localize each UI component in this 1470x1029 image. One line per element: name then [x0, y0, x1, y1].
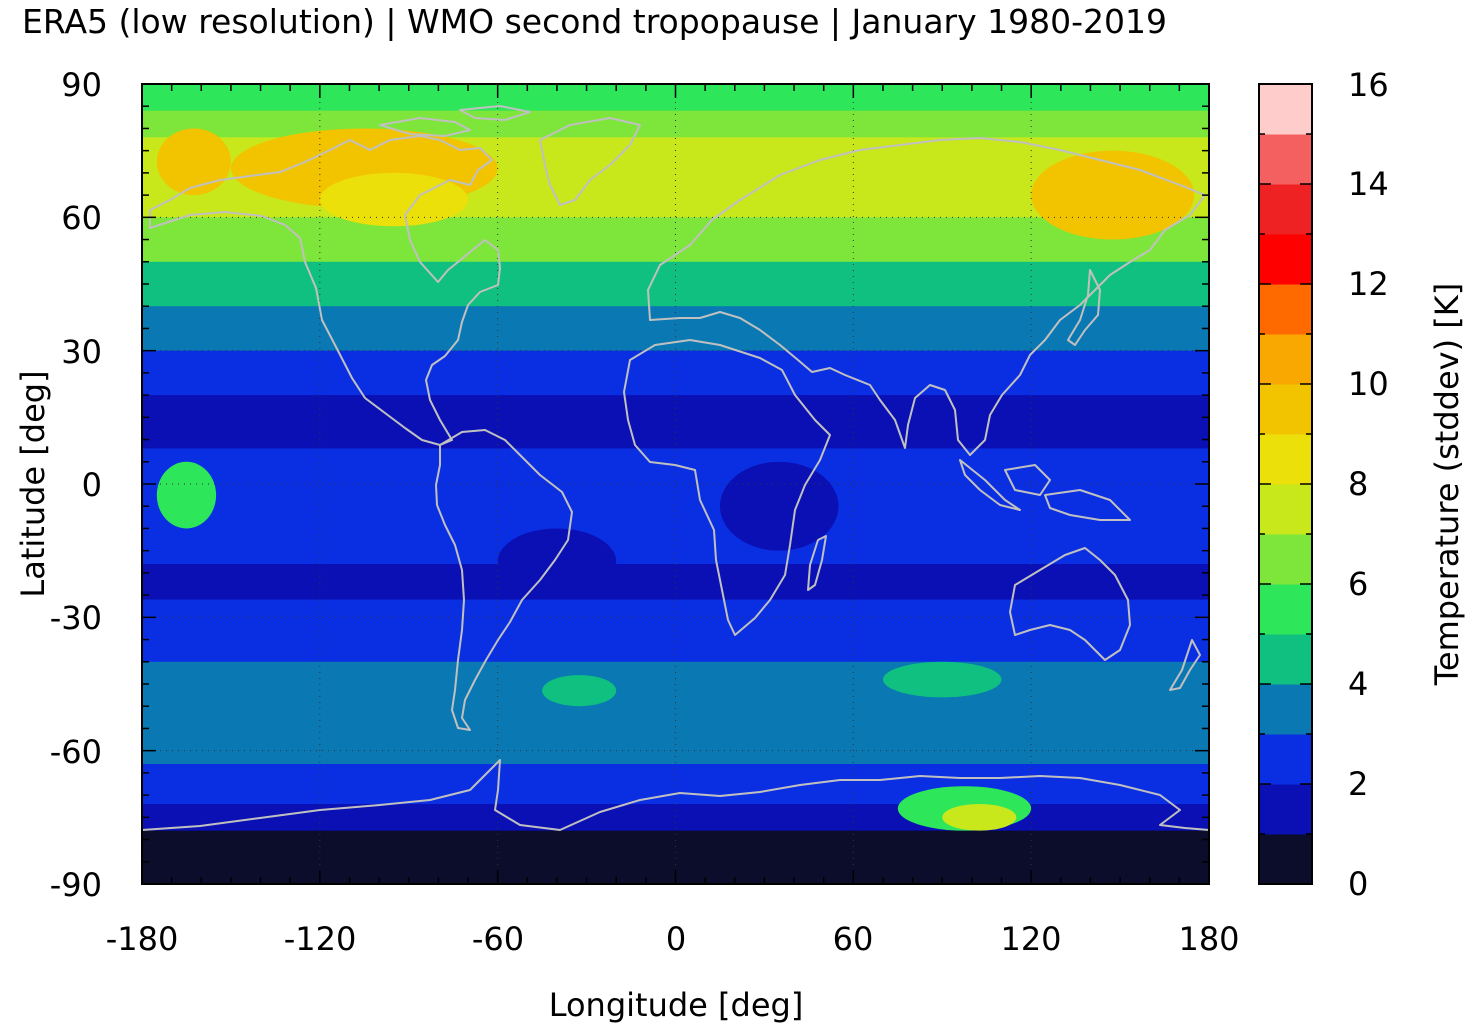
zonal-band — [142, 395, 1209, 449]
y-tick-label: 30 — [61, 333, 102, 371]
x-tick-label: 0 — [666, 920, 686, 958]
colorbar-label: Temperature (stddev) [K] — [1428, 283, 1466, 686]
x-axis-label: Longitude [deg] — [549, 986, 804, 1024]
y-tick-label: 60 — [61, 199, 102, 237]
colorbar-tick-label: 4 — [1348, 665, 1368, 703]
zonal-band — [142, 804, 1209, 832]
regional-feature — [156, 128, 231, 196]
colorbar-tick-label: 16 — [1348, 66, 1389, 104]
colorbar-swatch — [1259, 834, 1312, 885]
coastline-maritime-continent — [959, 459, 1131, 521]
colorbar-swatch — [1259, 584, 1312, 635]
x-tick-label: -60 — [472, 920, 524, 958]
grid-lines — [142, 84, 1209, 884]
colorbar-swatch — [1259, 784, 1312, 835]
x-tick-label: -180 — [106, 920, 179, 958]
colorbar-tick-label: 0 — [1348, 865, 1368, 903]
coastline-eurasia — [647, 137, 1206, 456]
coastline-antarctica — [142, 759, 1209, 831]
colorbar-tick-label: 2 — [1348, 765, 1368, 803]
regional-feature — [542, 675, 617, 707]
zonal-band — [142, 350, 1209, 396]
colorbar-swatch — [1259, 284, 1312, 335]
coastline-australia — [1009, 547, 1131, 661]
colorbar-tick-label: 10 — [1348, 365, 1389, 403]
coastline-japan — [1067, 269, 1101, 346]
regional-feature — [942, 804, 1017, 831]
colorbar-swatch — [1259, 334, 1312, 385]
colorbar-swatch — [1259, 434, 1312, 485]
coastline-new-zealand — [1169, 639, 1201, 691]
coastline-africa — [623, 339, 831, 636]
coastlines — [142, 105, 1209, 831]
colorbar-swatch — [1259, 234, 1312, 285]
zonal-band — [142, 764, 1209, 805]
colorbar-frame — [1258, 83, 1313, 885]
x-tick-label: 60 — [833, 920, 874, 958]
coastline-arctic-islands — [379, 105, 531, 137]
colorbar-tick-label: 14 — [1348, 165, 1389, 203]
colorbar-swatch — [1259, 634, 1312, 685]
regional-feature — [319, 172, 469, 227]
colorbar-tick-label: 12 — [1348, 265, 1389, 303]
y-tick-label: -60 — [50, 733, 102, 771]
coastline-south-america — [435, 429, 573, 731]
colorbar-swatch — [1259, 134, 1312, 185]
colorbar — [1259, 83, 1312, 885]
colorbar-swatch — [1259, 384, 1312, 435]
colorbar-swatch — [1259, 734, 1312, 785]
axis-ticks — [141, 83, 1210, 885]
regional-feature — [1031, 150, 1195, 240]
y-tick-label: -30 — [50, 599, 102, 637]
colorbar-swatch — [1259, 84, 1312, 135]
coastline-greenland — [539, 117, 641, 206]
x-tick-label: 180 — [1178, 920, 1239, 958]
regional-feature — [497, 528, 617, 596]
zonal-band — [142, 448, 1209, 565]
chart-title: ERA5 (low resolution) | WMO second tropo… — [22, 2, 1167, 41]
colorbar-tick-label: 8 — [1348, 465, 1368, 503]
colorbar-swatch — [1259, 484, 1312, 535]
coastline-madagascar — [807, 535, 827, 591]
zonal-band — [142, 261, 1209, 307]
zonal-band — [142, 728, 1209, 765]
colorbar-tick-label: 6 — [1348, 565, 1368, 603]
y-tick-label: -90 — [50, 866, 102, 904]
x-tick-label: 120 — [1000, 920, 1061, 958]
colorbar-swatch — [1259, 684, 1312, 735]
regional-feature — [719, 461, 839, 551]
colorbar-swatch — [1259, 184, 1312, 235]
y-tick-label: 0 — [82, 466, 102, 504]
zonal-band — [142, 661, 1209, 729]
x-tick-label: -120 — [284, 920, 357, 958]
y-axis-label: Latitude [deg] — [14, 370, 52, 597]
y-tick-label: 90 — [61, 66, 102, 104]
colorbar-swatch — [1259, 534, 1312, 585]
regional-feature — [156, 461, 217, 529]
coastline-north-america — [149, 135, 501, 446]
regional-feature — [882, 661, 1002, 698]
